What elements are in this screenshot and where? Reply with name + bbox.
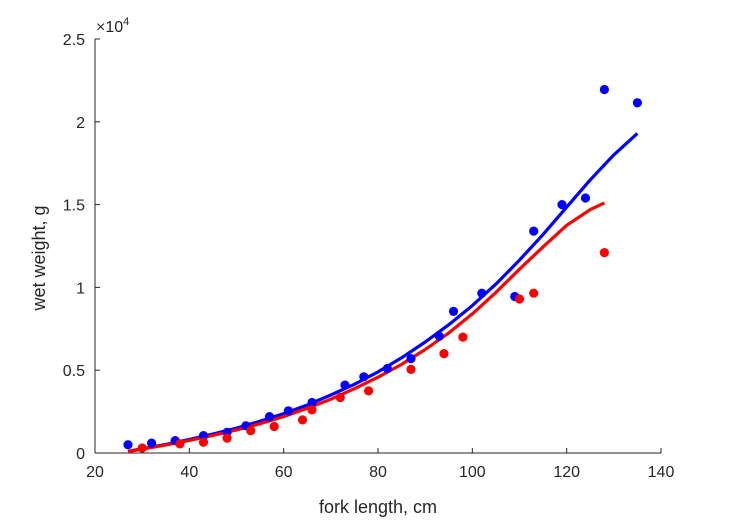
data-point bbox=[477, 288, 487, 298]
data-point bbox=[147, 438, 157, 448]
y-tick-label: 2 bbox=[76, 115, 85, 132]
x-tick-label: 20 bbox=[86, 464, 104, 481]
x-tick-label: 60 bbox=[275, 464, 293, 481]
data-point bbox=[137, 443, 147, 453]
data-point bbox=[529, 288, 539, 298]
data-point bbox=[264, 412, 275, 422]
data-point bbox=[458, 332, 468, 342]
data-point bbox=[335, 392, 345, 403]
data-point bbox=[580, 193, 591, 203]
data-point bbox=[246, 426, 256, 436]
tick-labels: 20 40 60 80 100 120 140 0 0.5 1 1.5 2 2.5 bbox=[63, 32, 675, 481]
x-tick-label: 40 bbox=[180, 464, 198, 481]
data-point bbox=[297, 415, 308, 425]
data-point bbox=[123, 440, 133, 450]
y-axis-title: wet weight, g bbox=[29, 205, 49, 311]
data-point bbox=[364, 386, 374, 396]
y-tick-label: 0.5 bbox=[63, 363, 85, 380]
data-point bbox=[198, 437, 209, 447]
data-point bbox=[283, 406, 293, 416]
x-tick-label: 80 bbox=[369, 464, 387, 481]
data-point bbox=[222, 433, 232, 443]
y-tick-label: 0 bbox=[76, 446, 85, 463]
data-point bbox=[175, 439, 185, 449]
data-point bbox=[599, 248, 610, 258]
data-point bbox=[514, 294, 525, 304]
data-point bbox=[307, 397, 317, 408]
data-point bbox=[406, 364, 416, 374]
data-point bbox=[382, 363, 392, 374]
data-point bbox=[359, 372, 369, 382]
data-point bbox=[632, 98, 643, 108]
data-point bbox=[599, 84, 610, 95]
data-point bbox=[406, 354, 416, 364]
data-points bbox=[123, 84, 643, 453]
data-point bbox=[198, 431, 209, 441]
fit-line bbox=[127, 201, 606, 454]
y-tick-label: 1 bbox=[76, 280, 85, 297]
data-point bbox=[269, 421, 279, 432]
data-point bbox=[439, 349, 449, 359]
x-tick-label: 140 bbox=[648, 464, 675, 481]
data-point bbox=[557, 200, 567, 210]
data-point bbox=[529, 226, 539, 236]
data-point bbox=[340, 380, 350, 390]
x-tick-label: 120 bbox=[553, 464, 580, 481]
axes bbox=[94, 38, 662, 454]
data-point bbox=[434, 331, 444, 341]
y-axis-exponent-label: ×104 bbox=[96, 16, 129, 36]
y-tick-label: 1.5 bbox=[63, 198, 85, 215]
fit-lines bbox=[127, 132, 639, 454]
x-tick-label: 100 bbox=[459, 464, 486, 481]
data-point bbox=[448, 306, 459, 316]
fit-line bbox=[127, 132, 639, 453]
y-tick-label: 2.5 bbox=[63, 32, 85, 49]
x-axis-title: fork length, cm bbox=[319, 497, 437, 517]
data-point bbox=[307, 405, 317, 415]
